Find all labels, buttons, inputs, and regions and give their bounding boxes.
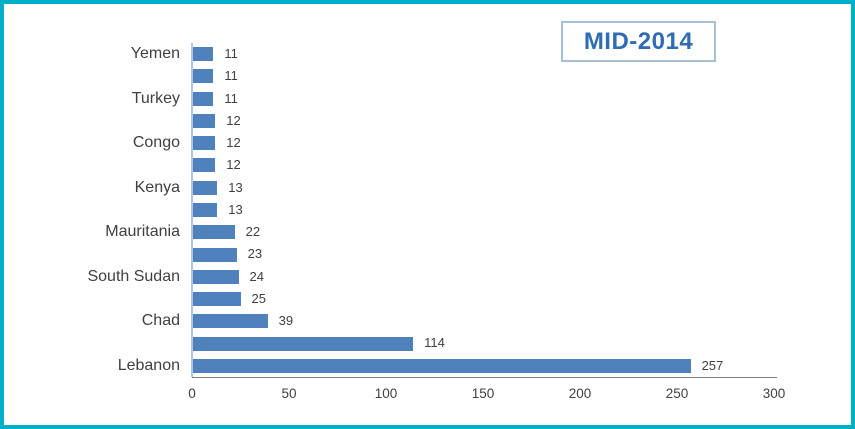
bar: [192, 113, 216, 128]
value-label: 11: [224, 68, 238, 84]
y-axis-line: [191, 43, 193, 377]
x-tick-label: 150: [471, 386, 495, 401]
value-label: 13: [228, 179, 243, 195]
value-label: 25: [251, 290, 266, 306]
x-tick-label: 50: [281, 386, 297, 401]
value-label: 39: [278, 313, 294, 329]
bar: [192, 247, 237, 262]
bar: [192, 225, 235, 240]
bar: [192, 336, 414, 351]
x-axis-line: [192, 377, 777, 378]
category-label: Lebanon: [117, 356, 180, 374]
category-label: Turkey: [131, 89, 180, 107]
category-label: Kenya: [134, 178, 180, 196]
value-label: 257: [701, 357, 724, 373]
value-label: 24: [249, 268, 265, 284]
bar: [192, 69, 214, 84]
bar: [192, 136, 216, 151]
value-label: 13: [228, 201, 243, 217]
value-label: 114: [424, 335, 445, 351]
category-label: Yemen: [130, 45, 180, 62]
x-tick-label: 200: [568, 386, 592, 401]
x-tick-label: 100: [374, 386, 398, 401]
x-tick-label: 250: [665, 386, 689, 401]
value-label: 11: [224, 90, 238, 106]
value-label: 12: [226, 157, 241, 173]
bar: [192, 158, 216, 173]
plot-area: Yemen 11 11 Turkey 11 12 Congo 12 12 Kenya 13 13 Mau…: [4, 4, 851, 425]
bar: [192, 292, 241, 307]
bar: [192, 358, 691, 373]
value-label: 11: [224, 46, 238, 61]
bar: [192, 203, 218, 217]
bar: [192, 91, 214, 106]
bar: [192, 269, 239, 284]
bar: [192, 180, 218, 195]
x-tick-label: 300: [762, 386, 786, 401]
category-label: South Sudan: [87, 267, 180, 285]
title-text: MID-2014: [583, 27, 694, 55]
value-label: 23: [247, 246, 263, 262]
title-box: MID-2014: [561, 21, 716, 62]
value-label: 22: [245, 224, 261, 240]
bar: [192, 314, 268, 329]
x-tick-label: 0: [188, 386, 196, 401]
category-label: Congo: [132, 134, 180, 152]
category-label: Mauritania: [105, 223, 180, 241]
value-label: 12: [226, 135, 241, 151]
value-label: 12: [226, 112, 241, 128]
bar: [192, 47, 214, 62]
category-label: Chad: [141, 312, 180, 330]
